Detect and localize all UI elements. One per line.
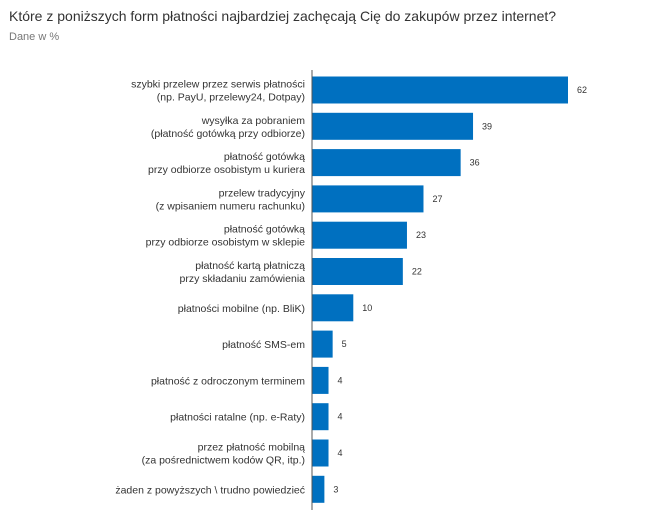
data-label: 10 [362,303,372,313]
data-label: 36 [470,158,480,168]
data-label: 4 [338,448,343,458]
category-label-line: płatność SMS-em [222,339,305,351]
bar [312,221,407,249]
category-label: przez płatność mobilną(za pośrednictwem … [142,442,306,467]
category-label-line: płatności ratalne (np. e-Raty) [170,412,305,424]
bar [312,403,329,431]
chart-subtitle: Dane w % [9,31,60,43]
category-label-line: (płatność gotówką przy odbiorze) [151,128,305,140]
category-label-line: przy odbiorze osobistym w sklepie [146,237,305,249]
data-label: 4 [338,375,343,385]
category-label-line: wysyłka za pobraniem [201,115,306,127]
bar [312,112,474,140]
category-label-line: przelew tradycyjny [219,187,306,199]
data-label: 39 [482,121,492,131]
bar [312,76,568,104]
category-label-line: płatność gotówką [224,151,305,163]
bar [312,149,461,177]
data-label: 23 [416,230,426,240]
category-label-line: przy składaniu zamówienia [180,273,306,285]
category-label-line: płatność kartą płatniczą [195,260,305,272]
category-label: płatność SMS-em [222,339,305,351]
chart-title: Które z poniższych form płatności najbar… [9,8,557,24]
category-label: szybki przelew przez serwis płatności(np… [131,79,305,104]
bar [312,475,325,503]
category-label-line: płatności mobilne (np. BliK) [178,303,305,315]
category-label: płatności ratalne (np. e-Raty) [170,412,305,424]
category-label: żaden z powyższych \ trudno powiedzieć [115,484,305,496]
bar [312,258,403,285]
bar [312,330,333,358]
category-label-line: (za pośrednictwem kodów QR, itp.) [142,455,305,467]
category-label: wysyłka za pobraniem(płatność gotówką pr… [151,115,305,140]
category-label-line: przez płatność mobilną [198,442,306,454]
data-label: 62 [577,85,587,95]
category-label-line: płatność z odroczonym terminem [151,375,305,387]
data-label: 5 [342,339,347,349]
category-label: płatność z odroczonym terminem [151,375,305,387]
category-label-line: przy odbiorze osobistym u kuriera [148,164,305,176]
data-label: 3 [333,484,338,494]
category-label-line: płatność gotówką [224,224,305,236]
bar [312,185,424,213]
data-label: 4 [338,412,343,422]
bar [312,366,329,394]
category-label: płatności mobilne (np. BliK) [178,303,305,315]
data-label: 22 [412,267,422,277]
category-label-line: żaden z powyższych \ trudno powiedzieć [115,484,305,496]
bar [312,439,329,467]
bar [312,294,354,322]
category-label-line: (np. PayU, przelewy24, Dotpay) [157,92,305,104]
data-label: 27 [432,194,442,204]
category-label-line: szybki przelew przez serwis płatności [131,79,305,91]
category-label: przelew tradycyjny(z wpisaniem numeru ra… [156,187,306,212]
category-label-line: (z wpisaniem numeru rachunku) [156,200,305,212]
